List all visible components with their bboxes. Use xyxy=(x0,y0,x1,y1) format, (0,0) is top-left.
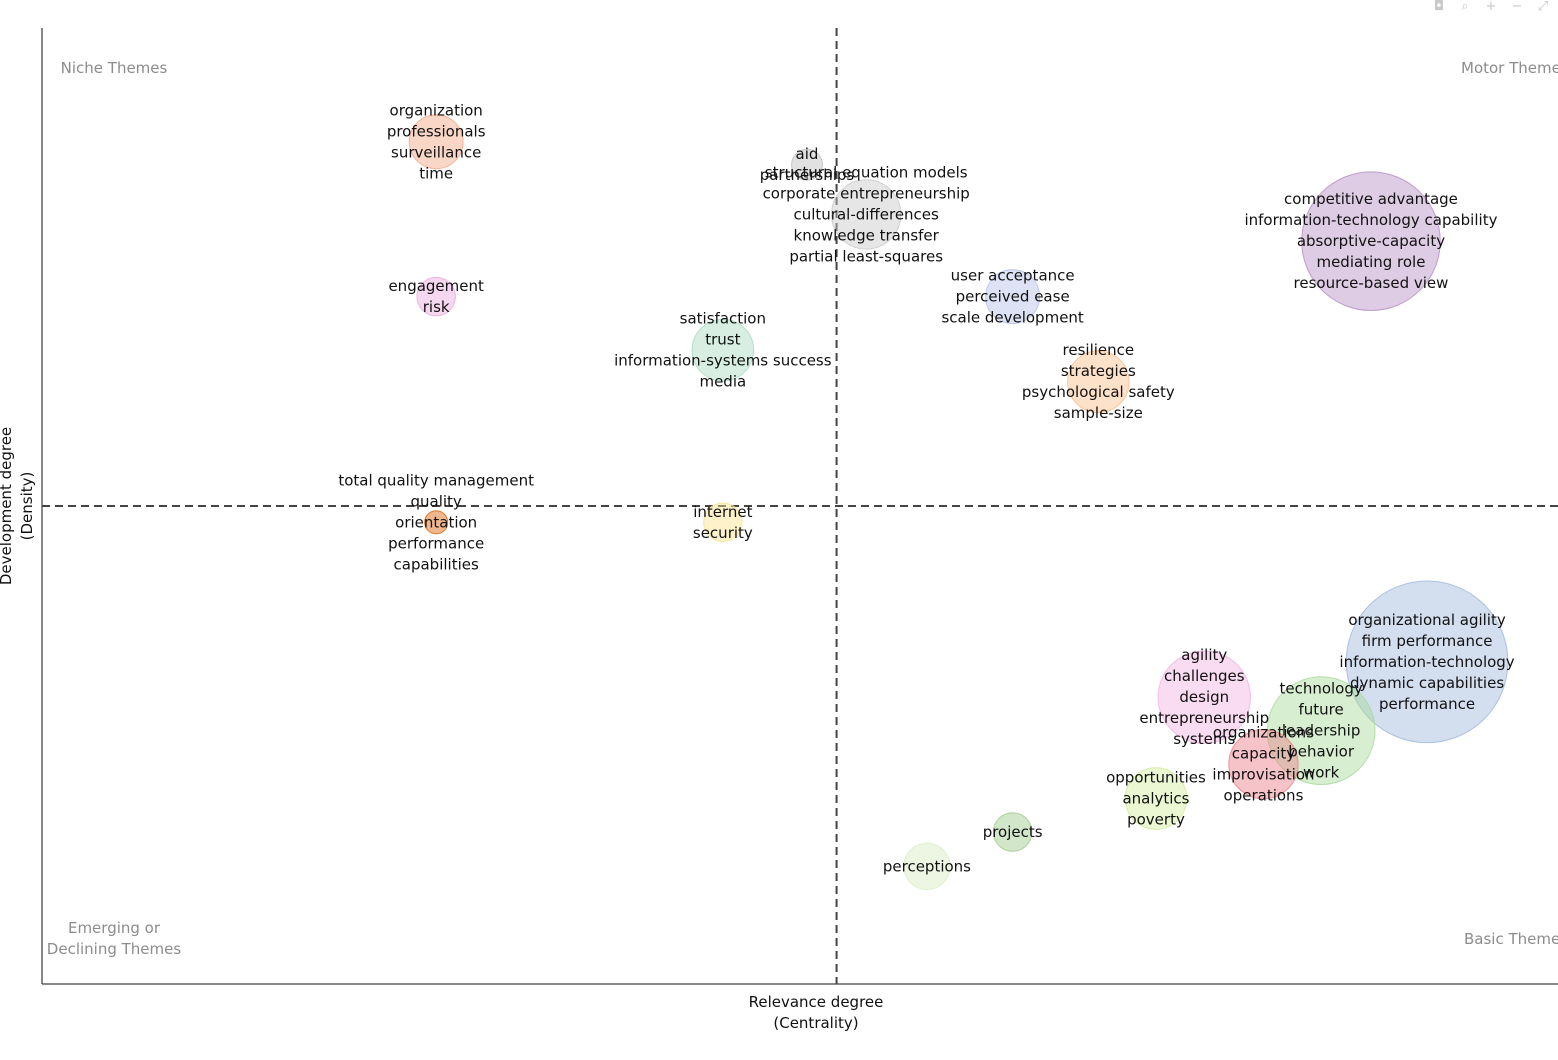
cluster-bubble-9 xyxy=(424,510,449,535)
cluster-4-label: resource-based view xyxy=(1294,274,1449,292)
quadrant-label-top-left: Niche Themes xyxy=(61,59,168,77)
cluster-12-label: challenges xyxy=(1164,667,1245,685)
cluster-bubble-16 xyxy=(992,812,1033,852)
cluster-7-label: satisfaction xyxy=(680,310,766,328)
cluster-9-label: capabilities xyxy=(394,555,479,573)
cluster-3-label: cultural-differences xyxy=(793,205,939,223)
cluster-14-label: improvisation xyxy=(1212,766,1314,784)
quadrant-label-bottom-left: Emerging or xyxy=(68,919,161,937)
cluster-bubble-15 xyxy=(1124,767,1188,830)
cluster-16-label: projects xyxy=(983,823,1043,841)
cluster-10-label: internet xyxy=(693,503,752,521)
zoom-in-icon[interactable]: + xyxy=(1485,0,1497,14)
cluster-7-label: information-systems success xyxy=(614,352,832,370)
cluster-3-label: partial least-squares xyxy=(789,247,943,265)
cluster-8-label: resilience xyxy=(1063,341,1135,359)
cluster-11-label: performance xyxy=(1379,695,1475,713)
cluster-bubble-10 xyxy=(703,502,743,543)
cluster-bubble-7 xyxy=(691,318,755,382)
cluster-6-label: perceived ease xyxy=(956,288,1070,306)
x-axis-title-line-1: Relevance degree xyxy=(749,993,884,1011)
cluster-12-label: design xyxy=(1179,688,1229,706)
cluster-bubble-5 xyxy=(416,276,456,317)
cluster-8-label: strategies xyxy=(1061,362,1136,380)
cluster-5-label: engagement xyxy=(388,277,484,295)
cluster-3-label: corporate entrepreneurship xyxy=(763,184,970,202)
x-axis-title-line-2: (Centrality) xyxy=(773,1014,858,1032)
cluster-bubble-12 xyxy=(1157,650,1251,744)
cluster-bubble-14 xyxy=(1228,728,1299,800)
cluster-bubble-13 xyxy=(1266,676,1376,786)
cluster-9-label: quality xyxy=(411,492,462,510)
cluster-bubble-8 xyxy=(1067,350,1130,414)
cluster-15-label: poverty xyxy=(1127,811,1185,829)
cluster-7-label: trust xyxy=(705,331,740,349)
cluster-2-label: aid xyxy=(796,145,819,163)
cluster-9-label: total quality management xyxy=(338,471,534,489)
cluster-13-label: technology xyxy=(1279,680,1362,698)
cluster-12-label: systems xyxy=(1173,730,1235,748)
cluster-11-label: dynamic capabilities xyxy=(1350,674,1504,692)
cluster-14-label: capacity xyxy=(1232,745,1295,763)
zoom-icon[interactable]: ⌕ xyxy=(1461,0,1469,14)
cluster-14-label: organizations xyxy=(1213,724,1314,742)
cluster-1-label: organization xyxy=(390,101,483,119)
quadrant-label-top-right: Motor Themes xyxy=(1461,59,1558,77)
cluster-8-label: psychological safety xyxy=(1022,383,1175,401)
cluster-4-label: competitive advantage xyxy=(1284,190,1458,208)
cluster-12-label: entrepreneurship xyxy=(1139,709,1269,727)
cluster-13-label: behavior xyxy=(1288,743,1355,761)
y-axis-title-line-1: Development degree xyxy=(0,427,15,585)
cluster-12-label: agility xyxy=(1181,646,1227,664)
cluster-6-label: user acceptance xyxy=(951,267,1075,285)
cluster-15-label: opportunities xyxy=(1106,769,1206,787)
cluster-8-label: sample-size xyxy=(1054,404,1143,422)
cluster-bubble-6 xyxy=(985,269,1041,325)
cluster-3-label: structural equation models xyxy=(765,163,968,181)
cluster-7-label: media xyxy=(699,373,746,391)
chart-modebar: ◘ ⌕ + − ⤢ xyxy=(1430,0,1552,14)
cluster-11-label: organizational agility xyxy=(1348,611,1505,629)
cluster-9-label: performance xyxy=(388,534,484,552)
cluster-2-label: partnerships xyxy=(760,166,855,184)
cluster-4-label: mediating role xyxy=(1316,253,1425,271)
cluster-14-label: operations xyxy=(1224,787,1304,805)
cluster-bubble-3 xyxy=(831,179,902,250)
cluster-bubble-17 xyxy=(903,842,951,891)
cluster-13-label: leadership xyxy=(1282,722,1361,740)
cluster-5-label: risk xyxy=(423,298,450,316)
cluster-3-label: knowledge transfer xyxy=(794,226,940,244)
quadrant-label-bottom-left: Declining Themes xyxy=(47,940,182,958)
cluster-13-label: work xyxy=(1303,764,1340,782)
cluster-1-label: professionals xyxy=(387,122,486,140)
cluster-15-label: analytics xyxy=(1122,790,1189,808)
cluster-17-label: perceptions xyxy=(883,857,971,875)
cluster-1-label: time xyxy=(419,164,453,182)
y-axis-title-line-2: (Density) xyxy=(18,472,36,541)
cluster-4-label: absorptive-capacity xyxy=(1297,232,1445,250)
cluster-13-label: future xyxy=(1298,701,1343,719)
autoscale-icon[interactable]: ⤢ xyxy=(1537,0,1549,14)
cluster-bubble-11 xyxy=(1345,580,1509,744)
cluster-bubble-4 xyxy=(1301,171,1441,311)
cluster-11-label: firm performance xyxy=(1362,632,1493,650)
cluster-10-label: security xyxy=(693,524,753,542)
cluster-4-label: information-technology capability xyxy=(1244,211,1497,229)
quadrant-label-bottom-right: Basic Themes xyxy=(1464,930,1558,948)
cluster-bubble-1 xyxy=(408,114,464,170)
cluster-11-label: information-technology xyxy=(1339,653,1514,671)
cluster-9-label: orientation xyxy=(395,513,477,531)
cluster-1-label: surveillance xyxy=(391,143,481,161)
cluster-6-label: scale development xyxy=(941,309,1083,327)
cluster-bubble-2 xyxy=(791,148,823,181)
zoom-out-icon[interactable]: − xyxy=(1511,0,1523,14)
camera-icon[interactable]: ◘ xyxy=(1433,0,1445,14)
